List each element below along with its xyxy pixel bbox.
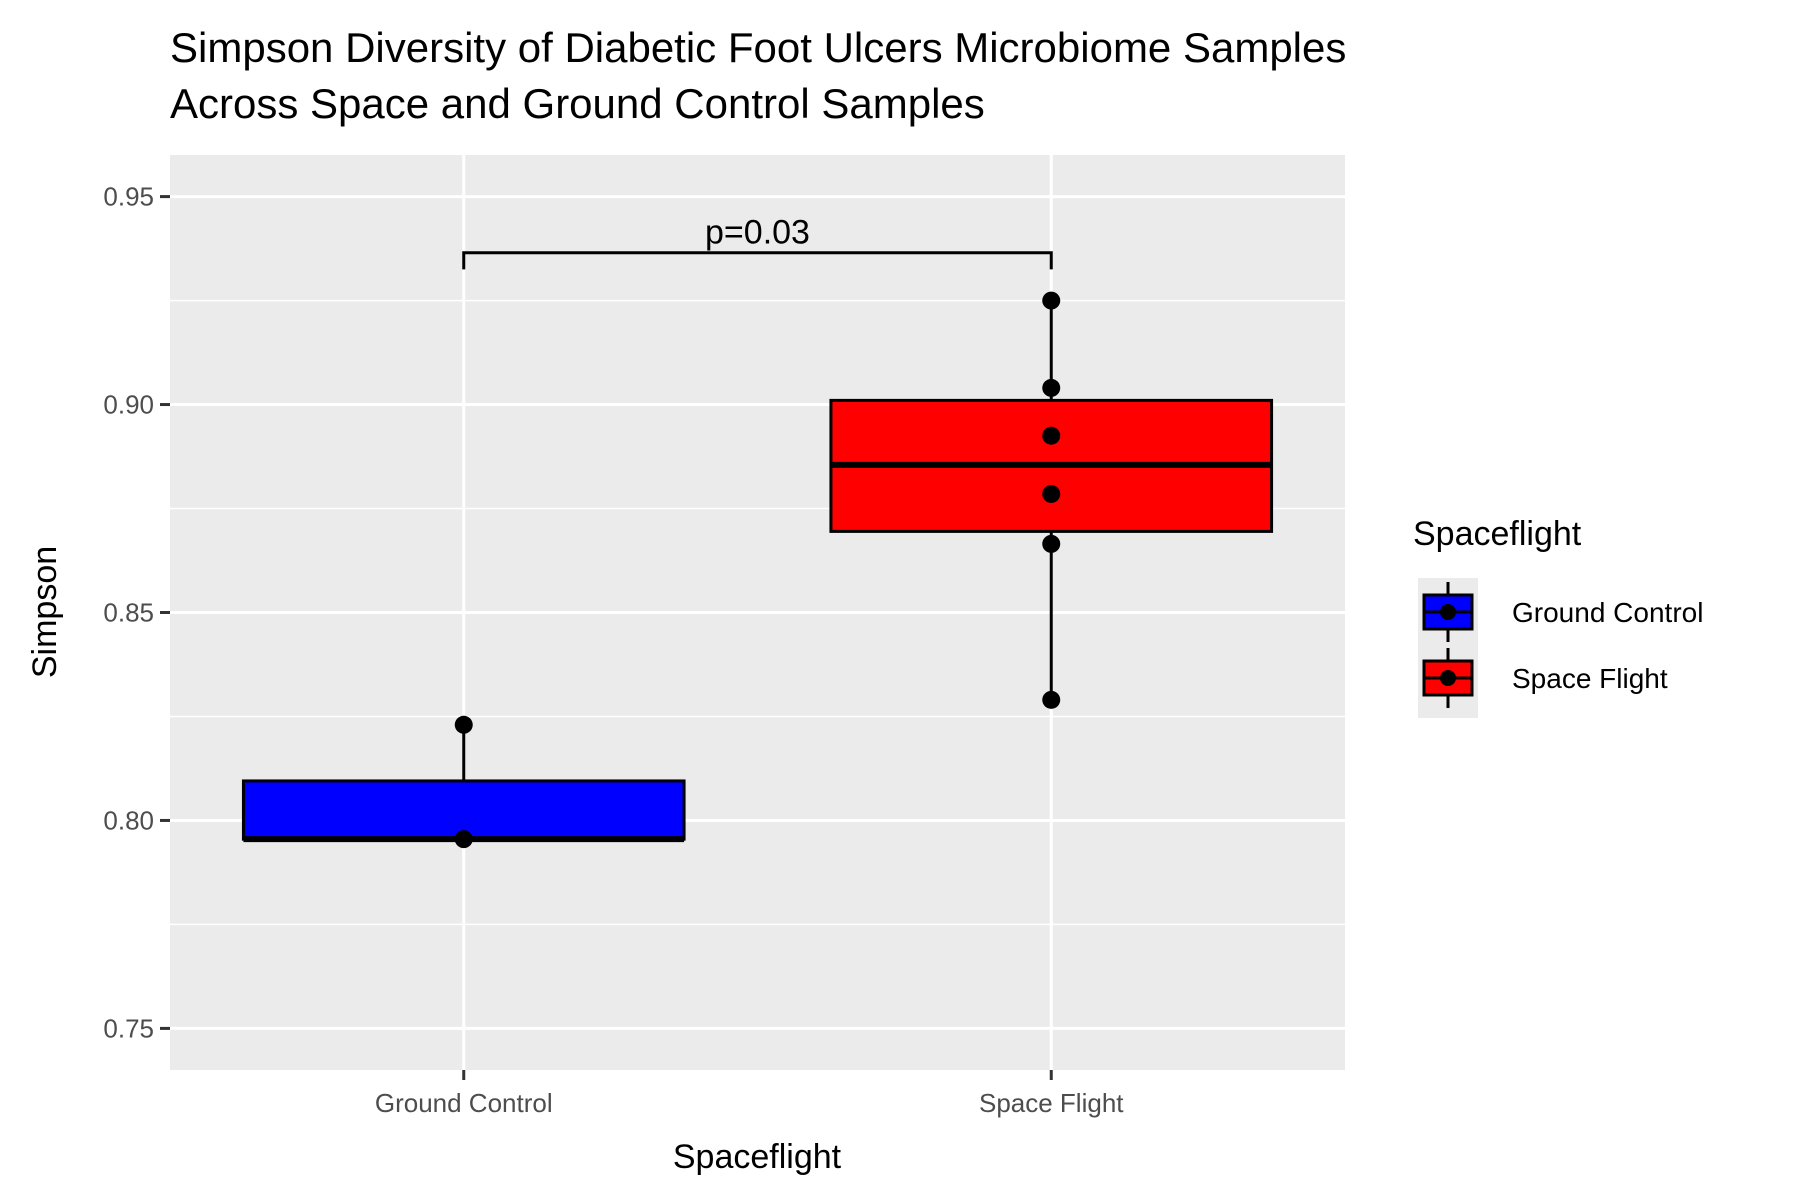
legend: Spaceflight Ground Control Space Flight bbox=[1413, 515, 1703, 718]
p-value-label: p=0.03 bbox=[705, 214, 810, 252]
data-point bbox=[1042, 690, 1061, 709]
y-tick-label: 0.75 bbox=[103, 1013, 154, 1043]
y-tick-label: 0.80 bbox=[103, 805, 154, 835]
data-point bbox=[1042, 426, 1061, 445]
y-tick-label: 0.85 bbox=[103, 598, 154, 628]
data-point bbox=[1042, 484, 1061, 503]
data-point bbox=[1042, 291, 1061, 310]
x-tick-label: Ground Control bbox=[375, 1088, 553, 1118]
x-tick-label: Space Flight bbox=[979, 1088, 1124, 1118]
legend-label: Ground Control bbox=[1512, 597, 1703, 628]
data-point bbox=[454, 715, 473, 734]
y-tick-label: 0.90 bbox=[103, 390, 154, 420]
significance-annotation: p=0.03 bbox=[462, 214, 1053, 270]
chart-title-line-2: Across Space and Ground Control Samples bbox=[170, 80, 985, 127]
y-axis-title: Simpson bbox=[26, 546, 64, 678]
legend-point bbox=[1440, 604, 1456, 620]
data-point bbox=[1042, 534, 1061, 553]
box-body bbox=[241, 779, 686, 841]
significance-bracket bbox=[462, 251, 1053, 270]
chart-title-line-1: Simpson Diversity of Diabetic Foot Ulcer… bbox=[170, 24, 1346, 71]
data-point bbox=[1042, 378, 1061, 397]
y-tick-label: 0.95 bbox=[103, 182, 154, 212]
data-points bbox=[454, 291, 1061, 849]
data-point bbox=[454, 830, 473, 849]
legend-point bbox=[1440, 670, 1456, 686]
x-axis-title: Spaceflight bbox=[673, 1138, 842, 1176]
legend-label: Space Flight bbox=[1512, 663, 1668, 694]
legend-title: Spaceflight bbox=[1413, 515, 1582, 553]
axes: 0.75 0.80 0.85 0.90 0.95 Ground Control Space … bbox=[103, 182, 1124, 1118]
boxplots bbox=[241, 300, 1274, 843]
